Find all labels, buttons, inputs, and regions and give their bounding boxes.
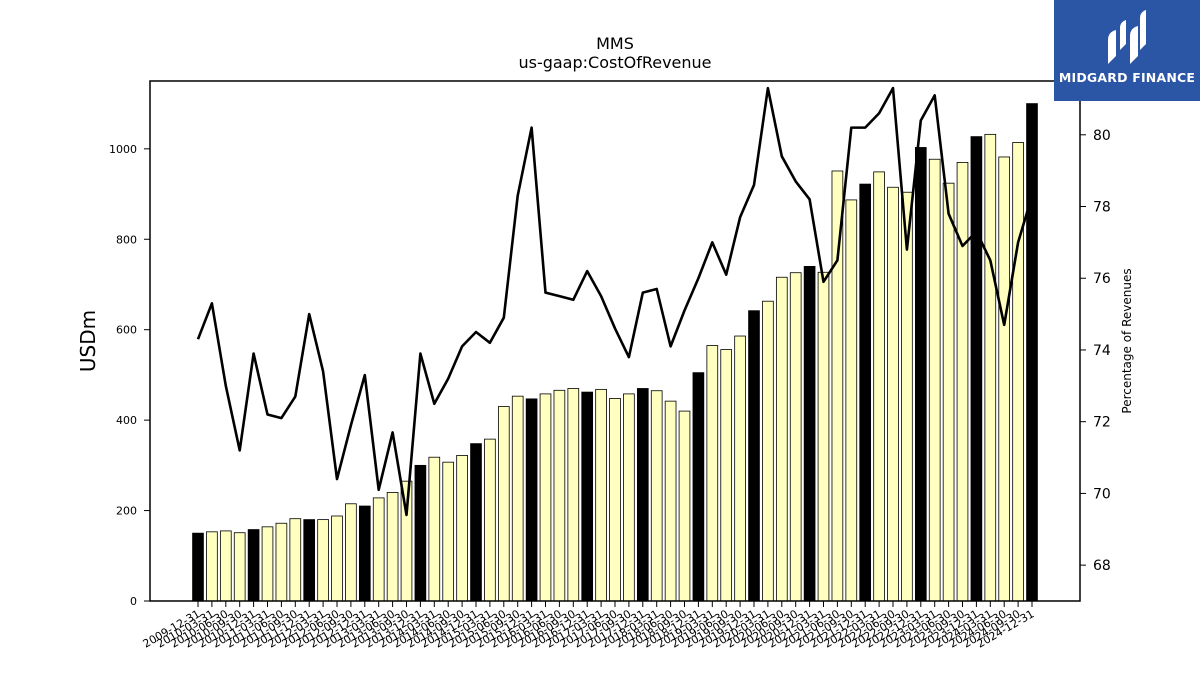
bar-quarter (331, 515, 343, 602)
left-axis: 0 200 400 600 800 1000 (109, 143, 150, 608)
y-tick-label-right: 72 (1093, 415, 1111, 431)
y-tick-label-right: 76 (1093, 271, 1111, 287)
bar-series (192, 103, 1038, 602)
bar-quarter (553, 389, 566, 602)
brand-name: MIDGARD FINANCE (1058, 70, 1196, 85)
bar-quarter (956, 161, 969, 602)
bar-annual (192, 532, 204, 602)
bar-quarter (720, 349, 733, 602)
right-axis: 68 70 72 74 76 78 80 (1080, 128, 1111, 574)
bar-quarter (275, 522, 288, 602)
bar-quarter (678, 410, 691, 602)
bar-annual (748, 310, 760, 602)
bar-annual (414, 464, 427, 602)
bar-quarter (289, 518, 302, 602)
chart-title: MMS (596, 34, 634, 53)
bar-quarter (873, 171, 885, 602)
chart-subtitle: us-gaap:CostOfRevenue (518, 53, 711, 72)
bar-quarter (442, 461, 455, 602)
bar-annual (525, 398, 538, 602)
y-tick-label-right: 68 (1093, 558, 1111, 574)
bar-quarter (998, 156, 1011, 602)
y-axis-right-label: Percentage of Revenues (1120, 268, 1134, 413)
bar-quarter (664, 400, 677, 602)
bar-quarter (372, 497, 385, 602)
bar-quarter (623, 393, 635, 602)
y-tick-label-right: 74 (1093, 343, 1111, 359)
bar-quarter (789, 272, 802, 602)
bar-quarter (428, 456, 441, 602)
bar-quarter (942, 182, 955, 602)
bar-annual (970, 136, 983, 602)
y-axis-left-label: USDm (76, 310, 100, 372)
brand-mark-icon (1108, 10, 1146, 64)
bar-quarter (456, 454, 468, 602)
bar-quarter (817, 271, 830, 602)
bar-quarter (887, 186, 899, 602)
y-tick-label-left: 0 (130, 595, 137, 608)
y-tick-label-left: 200 (116, 505, 137, 518)
bar-quarter (595, 388, 607, 602)
brand-logo: MIDGARD FINANCE (1054, 0, 1200, 101)
bar-quarter (775, 276, 788, 602)
plot-frame (149, 80, 1081, 602)
bar-quarter (233, 532, 246, 602)
bar-annual (1026, 103, 1038, 602)
bar-quarter (219, 530, 232, 602)
bar-annual (358, 505, 371, 602)
bar-annual (247, 529, 260, 602)
bar-annual (859, 183, 872, 602)
y-tick-label-left: 600 (116, 324, 137, 337)
bar-quarter (317, 519, 329, 602)
bar-annual (803, 265, 816, 602)
bar-quarter (984, 133, 997, 602)
bar-quarter (206, 531, 218, 602)
bar-annual (914, 147, 927, 602)
line-series (196, 86, 1034, 517)
bar-quarter (706, 345, 719, 602)
percentage-line (196, 86, 1034, 517)
y-tick-label-right: 78 (1093, 200, 1111, 216)
y-tick-label-right: 80 (1093, 128, 1111, 144)
bar-quarter (734, 335, 746, 602)
bar-quarter (567, 388, 580, 602)
bar-quarter (928, 158, 941, 602)
y-tick-label-right: 70 (1093, 486, 1111, 502)
bar-quarter (650, 390, 663, 602)
bar-quarter (539, 393, 552, 602)
bar-annual (470, 443, 482, 602)
bar-quarter (484, 438, 496, 602)
bar-quarter (901, 191, 913, 602)
bar-annual (303, 519, 316, 602)
bar-quarter (386, 492, 399, 602)
y-tick-label-left: 800 (116, 233, 137, 246)
bar-quarter (261, 526, 274, 602)
bar-annual (692, 372, 705, 602)
y-tick-label-left: 1000 (109, 143, 137, 156)
bar-quarter (845, 199, 858, 602)
bar-annual (581, 391, 594, 602)
bar-quarter (511, 395, 524, 602)
y-tick-label-left: 400 (116, 414, 137, 427)
bar-annual (636, 388, 649, 602)
bar-quarter (497, 406, 510, 602)
x-axis: 2009-12-312010-03-312010-06-302010-09-30… (141, 601, 1037, 651)
bar-quarter (1012, 142, 1024, 602)
bar-quarter (609, 398, 621, 602)
bar-quarter (762, 300, 774, 602)
bar-quarter (345, 503, 357, 602)
